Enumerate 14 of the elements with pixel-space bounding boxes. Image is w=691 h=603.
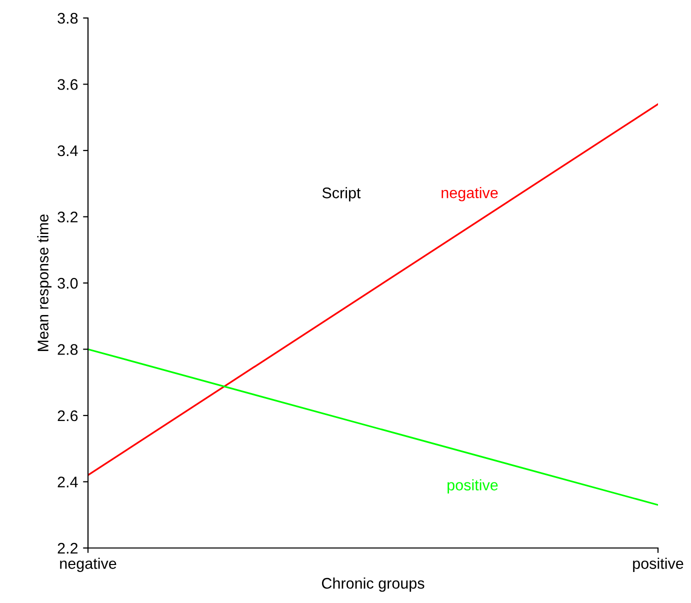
y-tick-label: 2.8 — [58, 344, 78, 355]
y-tick-label: 2.6 — [58, 410, 78, 422]
y-tick-label: 3.8 — [58, 12, 78, 24]
y-tick-label: 2.2 — [58, 542, 78, 554]
y-tick-label: 3.6 — [58, 79, 78, 90]
y-tick-label: 3.0 — [58, 278, 78, 289]
y-tick-label: 3.2 — [58, 212, 78, 222]
series-label: negative — [442, 186, 498, 202]
legend-title: Script — [322, 187, 361, 202]
series-label: positive — [448, 479, 498, 494]
y-tick-label: 2.4 — [58, 476, 78, 488]
x-axis-title: Chronic groups — [322, 578, 424, 592]
y-axis-title: Mean response time — [37, 214, 52, 351]
y-tick-label: 3.4 — [58, 145, 78, 156]
